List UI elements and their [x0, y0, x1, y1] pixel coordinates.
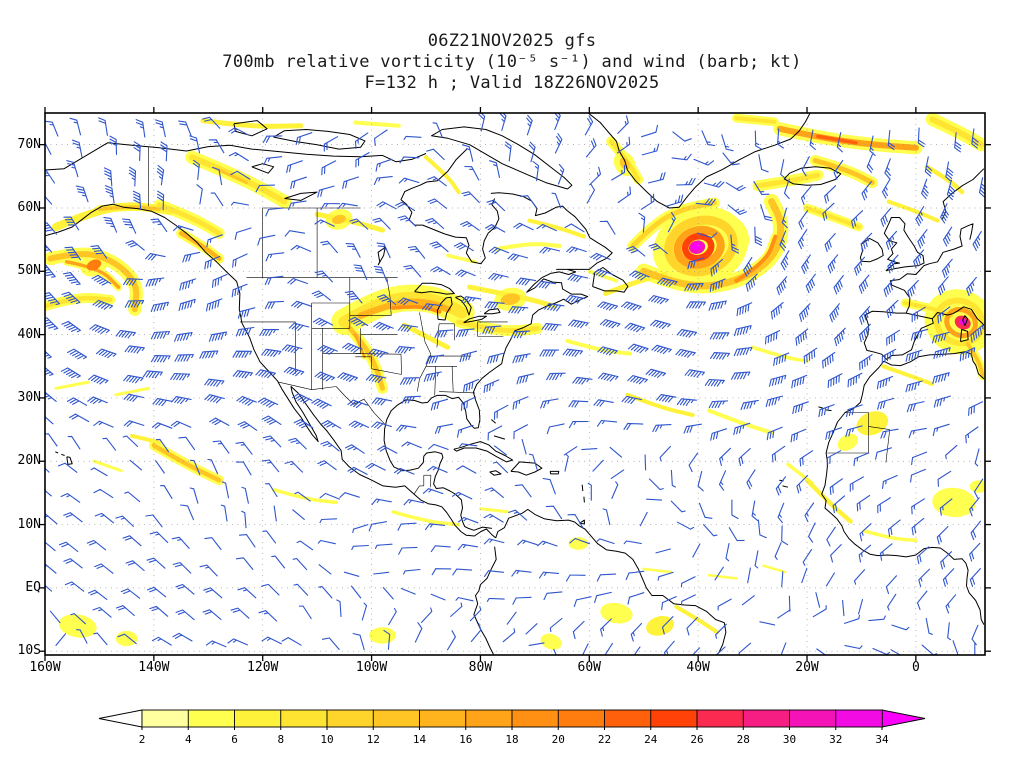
y-tick-label: 50N	[17, 263, 41, 279]
map-panel	[39, 107, 991, 661]
colorbar-tick-label: 4	[185, 733, 192, 746]
colorbar-tick-label: 22	[598, 733, 611, 746]
y-tick-label: 70N	[17, 136, 41, 152]
title-line-valid: F=132 h ; Valid 18Z26NOV2025	[364, 73, 660, 93]
x-tick-label: 120W	[247, 660, 279, 675]
vorticity-wind-map	[39, 107, 991, 661]
colorbar-tick-label: 28	[737, 733, 750, 746]
y-tick-label: 10S	[17, 643, 41, 659]
colorbar-tick-label: 20	[552, 733, 565, 746]
colorbar-tick-label: 24	[644, 733, 658, 746]
x-tick-label: 0	[911, 660, 920, 675]
vorticity-layer	[45, 113, 985, 650]
colorbar-tick-label: 30	[783, 733, 796, 746]
colorbar-tick-label: 16	[459, 733, 472, 746]
y-tick-label: EQ	[25, 579, 41, 595]
y-tick-label: 60N	[17, 199, 41, 215]
colorbar-tick-label: 10	[320, 733, 333, 746]
colorbar-tick-label: 2	[139, 733, 146, 746]
y-tick-label: 30N	[17, 389, 41, 405]
colorbar-tick-label: 6	[231, 733, 238, 746]
x-tick-label: 100W	[355, 660, 388, 675]
x-tick-label: 160W	[29, 660, 61, 675]
colorbar-tick-label: 12	[367, 733, 380, 746]
title-line-field: 700mb relative vorticity (10⁻⁵ s⁻¹) and …	[222, 52, 802, 72]
x-tick-label: 40W	[686, 660, 710, 675]
colorbar: 2 4 6 8 10 12 14 16 18 20 22 24 26 28 30 32 34	[98, 702, 926, 752]
x-tick-label: 60W	[577, 660, 602, 675]
colorbar-tick-label: 18	[505, 733, 518, 746]
colorbar-tick-label: 26	[690, 733, 703, 746]
colorbar-scale: 2 4 6 8 10 12 14 16 18 20 22 24 26 28 30 32 34	[98, 709, 926, 746]
x-tick-label: 80W	[468, 660, 493, 675]
graticule-layer	[45, 113, 985, 655]
title-line-run: 06Z21NOV2025 gfs	[427, 31, 597, 51]
colorbar-tick-label: 34	[875, 733, 889, 746]
coastline-layer	[45, 113, 985, 655]
x-tick-label: 20W	[795, 660, 819, 675]
y-tick-label: 10N	[17, 516, 41, 532]
y-tick-label: 20N	[17, 453, 41, 469]
frame-layer	[39, 107, 991, 661]
colorbar-tick-label: 8	[277, 733, 284, 746]
colorbar-tick-label: 32	[829, 733, 842, 746]
colorbar-tick-label: 14	[413, 733, 427, 746]
chart-title: 06Z21NOV2025 gfs 700mb relative vorticit…	[0, 31, 1024, 94]
x-tick-label: 140W	[138, 660, 170, 675]
y-tick-label: 40N	[17, 326, 41, 342]
